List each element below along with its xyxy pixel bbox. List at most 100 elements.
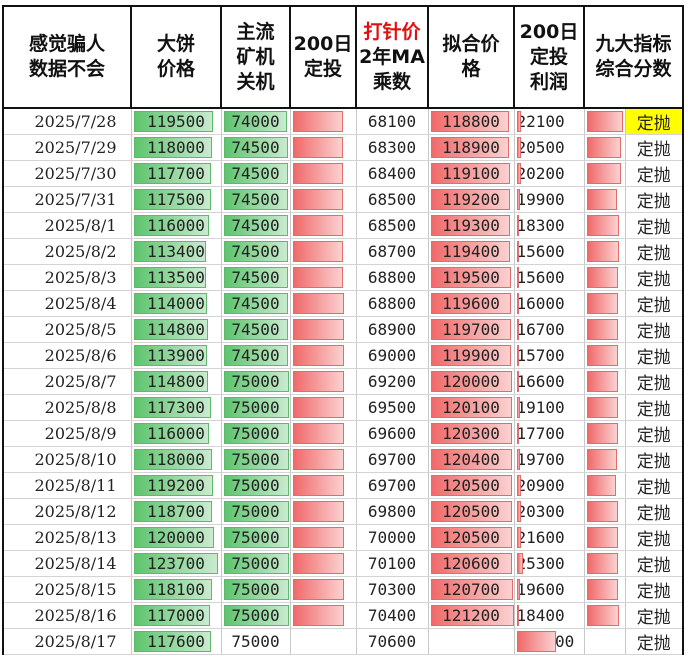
cell-2y-ma: 68400 <box>356 160 429 187</box>
cell-date-value: 2025/8/1 <box>44 216 117 235</box>
cell-date-value: 2025/8/10 <box>34 450 117 469</box>
cell-200d-profit-bar <box>516 137 521 158</box>
cell-miner-shutdown: 74000 <box>221 108 291 135</box>
cell-action-value: 定抛 <box>636 218 671 238</box>
cell-score: 78 <box>584 524 626 551</box>
cell-date: 2025/8/17 <box>2 628 132 655</box>
cell-btc-price-value: 118000 <box>147 450 205 469</box>
cell-miner-shutdown-value: 74500 <box>231 190 280 209</box>
top-strip <box>0 0 688 5</box>
cell-btc-price: 117000 <box>131 602 222 629</box>
cell-fit-price-value: 120500 <box>442 502 500 521</box>
cell-200d-profit-value: 20900 <box>516 476 565 495</box>
cell-action: 定抛 <box>625 368 684 395</box>
cell-date-value: 2025/8/4 <box>44 294 117 313</box>
table-row: 2025/8/11 119200 75000 98300 69700 120500 2090… <box>2 472 684 499</box>
cell-fit-price-bar <box>430 553 512 574</box>
cell-btc-price-value: 119200 <box>147 476 205 495</box>
cell-fit-price-bar <box>430 501 512 522</box>
cell-200d-profit-bar <box>516 215 520 236</box>
cell-fit-price-bar <box>430 267 511 288</box>
header-2y-ma-multiplier: 打针价 2年MA 乘数 <box>355 5 429 109</box>
cell-2y-ma: 68700 <box>356 238 429 265</box>
cell-200d-dca-bar <box>292 579 345 600</box>
cell-200d-profit-value: 20200 <box>516 164 565 183</box>
cell-200d-profit: 16000 <box>513 290 585 317</box>
cell-miner-shutdown-bar <box>223 267 289 288</box>
cell-fit-price-value: 120400 <box>442 450 500 469</box>
cell-fit-price: 119400 <box>428 238 515 265</box>
cell-btc-price-bar <box>133 319 209 340</box>
cell-200d-dca-bar <box>292 605 345 626</box>
table-row: 2025/7/28 119500 74000 97400 68100 118800 2210… <box>2 108 684 135</box>
cell-action: 定抛 <box>625 290 684 317</box>
table-row: 2025/8/4 114000 74500 98000 68800 119600 16000… <box>2 290 684 317</box>
cell-miner-shutdown-bar <box>223 137 289 158</box>
cell-miner-shutdown-bar <box>223 579 289 600</box>
cell-200d-dca-bar <box>292 293 344 314</box>
cell-200d-profit: 20900 <box>513 472 585 499</box>
cell-fit-price: 120100 <box>428 394 515 421</box>
cell-miner-shutdown-bar <box>223 501 289 522</box>
cell-200d-profit-bar <box>516 371 519 392</box>
cell-btc-price-value: 117000 <box>147 606 205 625</box>
cell-miner-shutdown-value: 75000 <box>231 502 280 521</box>
cell-200d-dca: 97500 <box>290 134 357 161</box>
cell-score: 79 <box>584 238 626 265</box>
cell-btc-price-value: 117600 <box>147 632 205 651</box>
cell-score-bar <box>586 267 618 288</box>
cell-miner-shutdown-value: 75000 <box>231 632 280 651</box>
cell-fit-price: 119600 <box>428 290 515 317</box>
cell-2y-ma-value: 68700 <box>367 242 417 261</box>
cell-action-value: 定抛 <box>636 556 671 576</box>
cell-miner-shutdown: 75000 <box>221 602 291 629</box>
cell-action: 定抛 <box>625 446 684 473</box>
table-row: 2025/8/1 116000 74500 97700 68500 119300 18300… <box>2 212 684 239</box>
cell-date-value: 2025/8/12 <box>34 502 117 521</box>
cell-fit-price-bar <box>430 215 511 236</box>
cell-200d-profit-bar <box>516 501 521 522</box>
cell-2y-ma: 68800 <box>356 290 429 317</box>
cell-200d-profit: 117600 <box>513 628 585 655</box>
cell-2y-ma: 68100 <box>356 108 429 135</box>
cell-miner-shutdown-value: 74500 <box>231 164 280 183</box>
cell-200d-dca: 98400 <box>290 550 357 577</box>
cell-2y-ma-value: 69700 <box>367 450 417 469</box>
cell-btc-price-value: 119500 <box>147 112 205 131</box>
cell-btc-price-value: 113400 <box>147 242 205 261</box>
cell-score: 79 <box>584 602 626 629</box>
cell-2y-ma: 69600 <box>356 420 429 447</box>
cell-score-bar <box>586 163 621 184</box>
cell-action: 定抛 <box>625 342 684 369</box>
cell-miner-shutdown-bar <box>223 605 289 626</box>
cell-date-value: 2025/8/8 <box>44 398 117 417</box>
cell-fit-price-value: 120500 <box>442 528 500 547</box>
cell-score: 80 <box>584 160 626 187</box>
cell-score-bar <box>586 423 618 444</box>
cell-200d-profit-bar <box>516 111 522 132</box>
cell-date-value: 2025/8/2 <box>44 242 117 261</box>
cell-miner-shutdown-value: 75000 <box>231 424 280 443</box>
table-row: 2025/8/17 117600 75000 70600 117600 定抛 <box>2 628 684 655</box>
cell-miner-shutdown-value: 75000 <box>231 450 280 469</box>
cell-action: 定抛 <box>625 108 684 135</box>
cell-miner-shutdown-bar <box>223 111 288 132</box>
cell-miner-shutdown: 74500 <box>221 134 291 161</box>
cell-score: 76 <box>584 472 626 499</box>
cell-200d-dca: 98300 <box>290 420 357 447</box>
cell-score: 78 <box>584 576 626 603</box>
cell-action: 定抛 <box>625 134 684 161</box>
cell-2y-ma: 69200 <box>356 368 429 395</box>
cell-200d-profit-value: 19600 <box>516 580 565 599</box>
cell-btc-price: 117500 <box>131 186 222 213</box>
cell-200d-profit-value: 18400 <box>516 606 565 625</box>
table-row: 2025/8/2 113400 74500 97800 68700 119400 15600… <box>2 238 684 265</box>
cell-score-bar <box>586 345 618 366</box>
cell-200d-profit-bar <box>516 423 520 444</box>
cell-200d-dca-bar <box>292 449 344 470</box>
cell-200d-dca: 98200 <box>290 394 357 421</box>
cell-200d-profit: 16700 <box>513 316 585 343</box>
cell-2y-ma-value: 70000 <box>367 528 417 547</box>
table-row: 2025/7/31 117500 74500 97600 68500 119200 1990… <box>2 186 684 213</box>
cell-200d-dca-bar <box>292 111 343 132</box>
